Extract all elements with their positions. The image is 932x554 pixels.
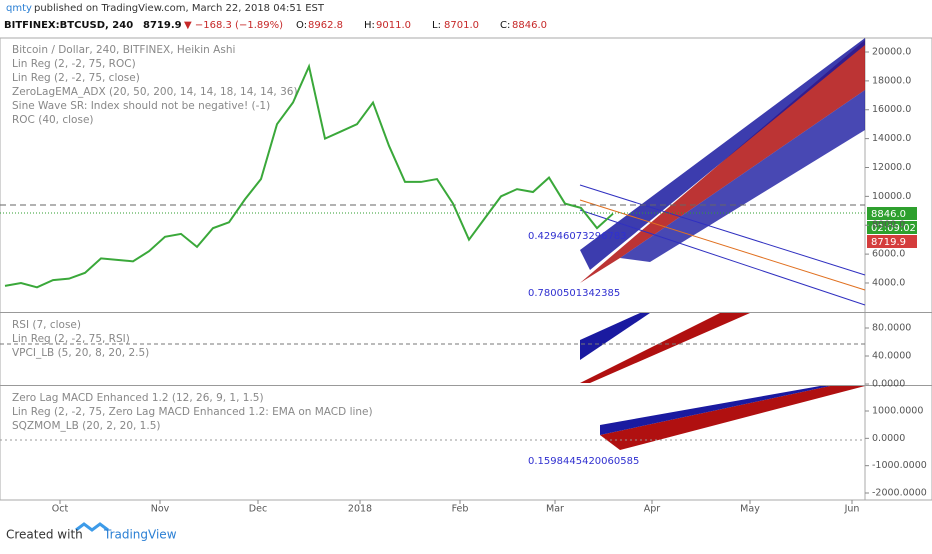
badge-bg	[867, 207, 917, 220]
y-tick-label: 6000.0	[872, 249, 905, 260]
channel-blue	[620, 90, 865, 262]
legend-entry: Bitcoin / Dollar, 240, BITFINEX, Heikin …	[12, 44, 235, 56]
ohlc-value: 8701.0	[444, 20, 479, 31]
legend-entry: Sine Wave SR: Index should not be negati…	[12, 100, 270, 112]
channel-blue	[580, 38, 865, 270]
price-line	[4, 63, 614, 289]
legend-entry: SQZMOM_LB (20, 2, 20, 1.5)	[12, 420, 160, 432]
y-tick-label: 10000.0	[872, 191, 911, 202]
price-badge: 8719.9	[871, 237, 906, 248]
price-badge: 8846.0	[871, 209, 906, 220]
symbol: BITFINEX:BTCUSD, 240	[4, 20, 133, 31]
badge-bg	[867, 235, 917, 248]
legend-entry: Lin Reg (2, -2, 75, ROC)	[12, 58, 136, 70]
reg-line	[579, 184, 866, 276]
last-price: 8719.9	[143, 20, 182, 31]
reg-line	[579, 209, 866, 306]
y-tick-label: 4000.0	[872, 277, 905, 288]
ohlc-key: C:	[500, 20, 510, 31]
x-tick-label: Mar	[546, 504, 564, 515]
ohlc-key: H:	[364, 20, 375, 31]
x-tick-label: Apr	[644, 504, 661, 515]
y-tick-label: 1000.0000	[872, 406, 923, 417]
channel-red	[600, 386, 865, 450]
annotation: 0.7800501342385	[528, 288, 620, 299]
ohlc-key: L:	[432, 20, 441, 31]
change: ▼ −168.3 (−1.89%)	[184, 20, 283, 31]
annotation: 0.42946073296783	[528, 231, 627, 242]
countdown-badge: 02:09:02	[871, 223, 916, 234]
legend-entry: Lin Reg (2, -2, 75, close)	[12, 72, 140, 84]
legend-entry: Lin Reg (2, -2, 75, RSI)	[12, 333, 130, 345]
channel-red	[580, 313, 750, 383]
y-tick-label: 16000.0	[872, 104, 911, 115]
x-tick-label: Jun	[844, 504, 860, 515]
x-tick-label: 2018	[348, 504, 372, 515]
annotation: 0.1598445420060585	[528, 456, 639, 467]
y-tick-label: 8000.0	[872, 220, 905, 231]
y-tick-label: 20000.0	[872, 47, 911, 58]
y-tick-label: 0.0000	[872, 379, 905, 390]
x-tick-label: Dec	[249, 504, 267, 515]
footer-brand[interactable]: TradingView	[103, 528, 177, 542]
y-tick-label: 18000.0	[872, 75, 911, 86]
legend-entry: Lin Reg (2, -2, 75, Zero Lag MACD Enhanc…	[12, 406, 373, 418]
y-tick-label: 0.0000	[872, 433, 905, 444]
y-tick-label: -2000.0000	[872, 488, 927, 499]
legend-entry: VPCI_LB (5, 20, 8, 20, 2.5)	[12, 347, 149, 359]
ohlc-value: 8846.0	[512, 20, 547, 31]
ohlc-value: 8962.8	[308, 20, 343, 31]
y-tick-label: -1000.0000	[872, 460, 927, 471]
published-line: published on TradingView.com, March 22, …	[34, 3, 325, 14]
footer-text: Created with	[6, 528, 83, 542]
ohlc-value: 9011.0	[376, 20, 411, 31]
y-tick-label: 14000.0	[872, 133, 911, 144]
x-tick-label: Oct	[52, 504, 69, 515]
y-tick-label: 40.0000	[872, 351, 911, 362]
author[interactable]: qmty	[6, 3, 32, 14]
y-tick-label: 12000.0	[872, 162, 911, 173]
legend-entry: ROC (40, close)	[12, 114, 94, 126]
reg-line	[579, 199, 866, 291]
x-tick-label: May	[740, 504, 760, 515]
x-tick-label: Feb	[452, 504, 469, 515]
logo	[75, 522, 109, 532]
y-tick-label: 80.0000	[872, 322, 911, 333]
ohlc-key: O:	[296, 20, 307, 31]
badge-bg	[867, 221, 917, 234]
x-tick-label: Nov	[151, 504, 170, 515]
channel-blue	[600, 386, 830, 435]
channel-blue	[580, 313, 650, 360]
legend-entry: Zero Lag MACD Enhanced 1.2 (12, 26, 9, 1…	[12, 392, 264, 404]
legend-entry: RSI (7, close)	[12, 319, 81, 331]
legend-entry: ZeroLagEMA_ADX (20, 50, 200, 14, 14, 18,…	[12, 86, 298, 98]
